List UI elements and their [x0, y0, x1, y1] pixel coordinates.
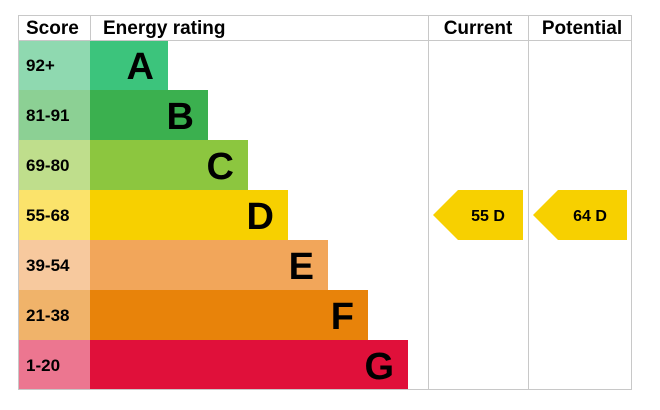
band-bar-c: [90, 140, 248, 190]
band-bar-d: [90, 190, 288, 240]
band-range-label: 92+: [26, 56, 55, 75]
band-range-label: 39-54: [26, 256, 70, 275]
bands-layer: 92+ A 81-91 B 69-80 C 55-68 D 39-54 E 21-38 F 1-20 G: [18, 40, 408, 390]
band-range-label: 1-20: [26, 356, 60, 375]
band-range-label: 55-68: [26, 206, 69, 225]
band-bar-g: [90, 340, 408, 390]
band-bar-b: [90, 90, 208, 140]
band-letter-d: D: [247, 196, 274, 238]
score-cell-d: [18, 190, 90, 240]
header-score: Score: [26, 18, 79, 39]
band-letter-a: A: [127, 46, 154, 88]
band-bar-a: [90, 40, 168, 90]
band-letter-g: G: [364, 346, 394, 388]
current-rating-label: 55 D: [471, 208, 505, 225]
band-letter-e: E: [289, 246, 314, 288]
band-bar-e: [90, 240, 328, 290]
score-cell-a: [18, 40, 90, 90]
score-cell-c: [18, 140, 90, 190]
chart-frame: [18, 15, 632, 390]
score-cell-g: [18, 340, 90, 390]
score-cell-f: [18, 290, 90, 340]
band-bar-f: [90, 290, 368, 340]
potential-rating-label: 64 D: [573, 208, 607, 225]
band-range-label: 81-91: [26, 106, 69, 125]
band-letter-b: B: [167, 96, 194, 138]
potential-arrow: [533, 190, 627, 240]
band-range-label: 69-80: [26, 156, 69, 175]
band-letter-f: F: [331, 296, 354, 338]
current-arrow: [433, 190, 523, 240]
score-cell-e: [18, 240, 90, 290]
header-energy-rating: Energy rating: [103, 18, 225, 39]
score-cell-b: [18, 90, 90, 140]
header-current: Current: [444, 18, 513, 39]
band-letter-c: C: [207, 146, 234, 188]
header-potential: Potential: [542, 18, 622, 39]
band-range-label: 21-38: [26, 306, 69, 325]
arrows-layer: 55 D 64 D: [433, 190, 627, 240]
grid-lines: [18, 15, 632, 390]
